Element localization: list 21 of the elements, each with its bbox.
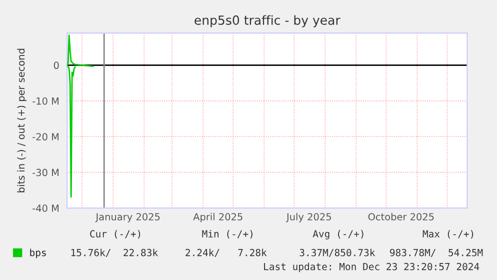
legend-label: bps — [30, 248, 46, 258]
y-tick-label: -30 M — [32, 168, 59, 176]
y-tick-label: -20 M — [32, 133, 59, 140]
x-tick-label: April 2025 — [193, 212, 242, 222]
text: Avg (-/+) — [312, 230, 364, 240]
text: 15.76k/ 22.83k — [71, 248, 158, 258]
text: Cur (-/+) — [90, 230, 140, 239]
y-tick-label: -10 M — [32, 97, 59, 105]
x-tick-label: January 2025 — [95, 213, 160, 222]
chart-title: enp5s0 traffic - by year — [194, 15, 340, 28]
text: Min (-/+) — [202, 230, 252, 239]
y-tick-label: -40 M — [32, 204, 59, 212]
x-tick-label: July 2025 — [286, 212, 331, 222]
text: Max (-/+) — [422, 230, 474, 239]
x-tick-label: October 2025 — [368, 212, 434, 220]
text: Last update: Mon Dec 23 23:20:57 2024 — [264, 262, 480, 272]
text: 983.78M/ 54.25M — [390, 248, 483, 258]
text: 3.37M/850.73k — [300, 248, 376, 258]
text: 2.24k/ 7.28k — [186, 248, 267, 258]
y-axis-title: bits in (-) / out (+) per second — [17, 48, 27, 192]
y-tick-label: 0 — [54, 62, 59, 70]
